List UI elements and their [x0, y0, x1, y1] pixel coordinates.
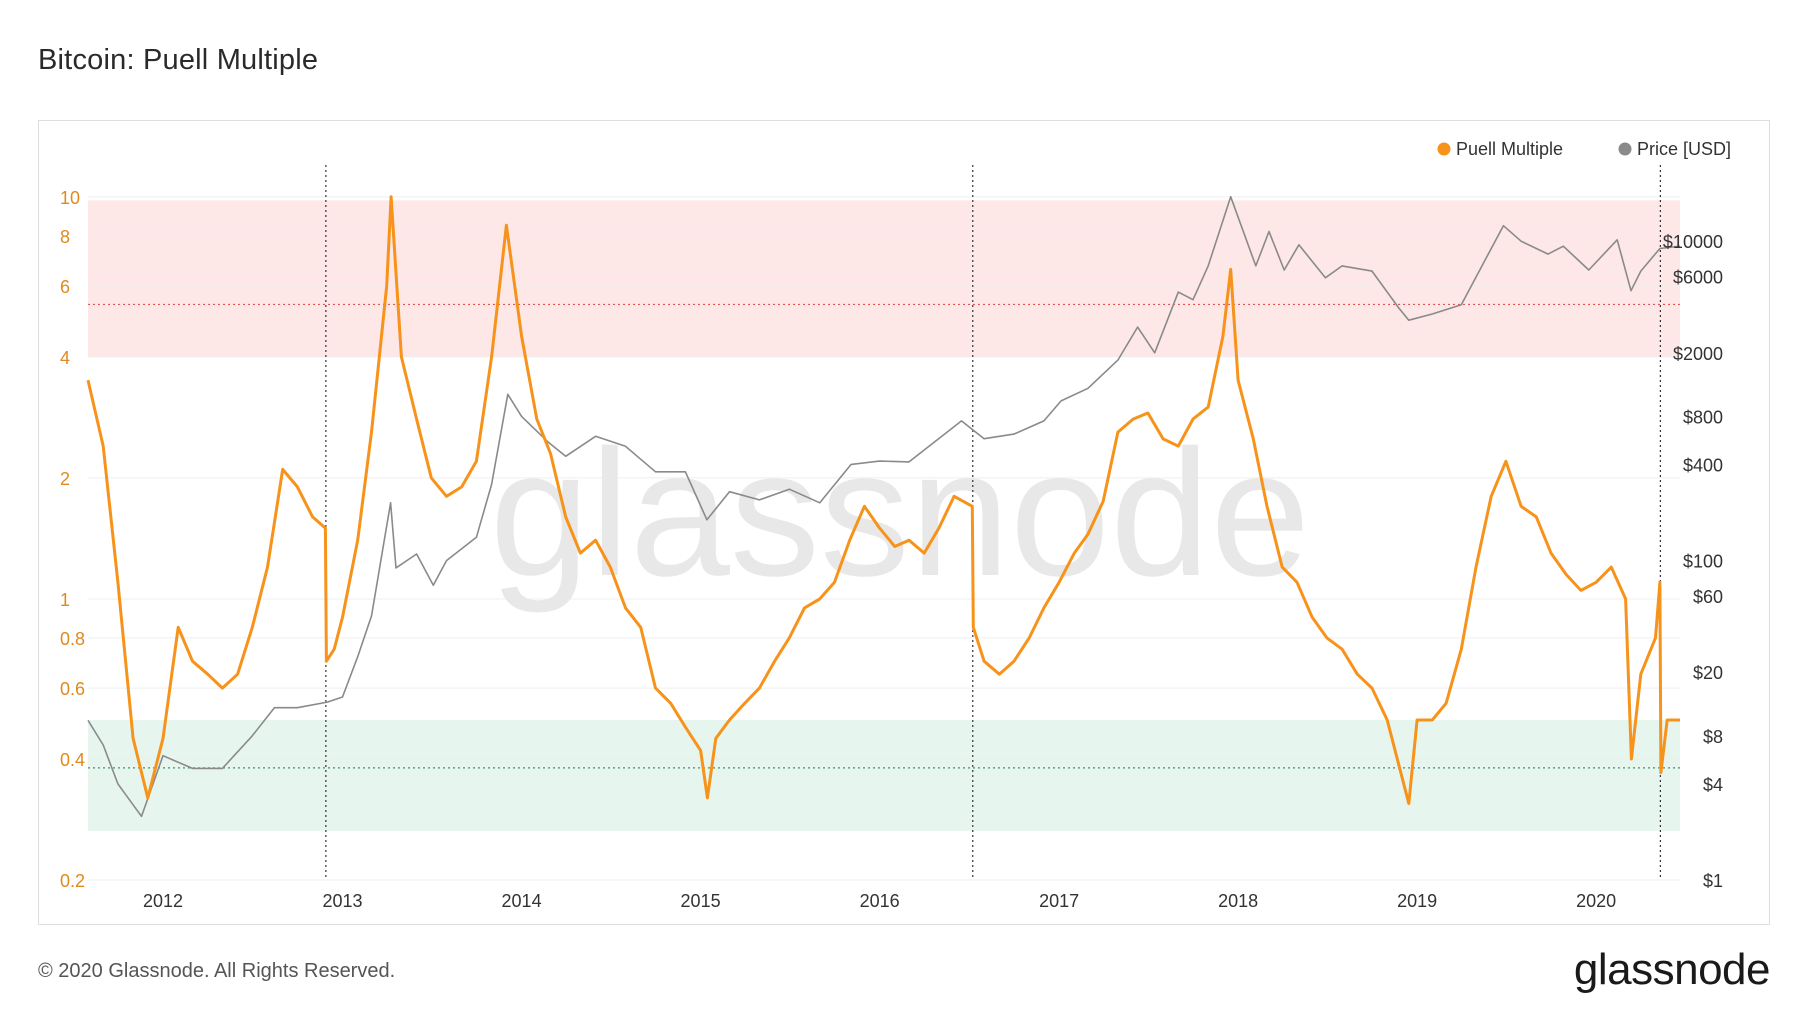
brand-logo[interactable]: glassnode — [1573, 945, 1771, 994]
y-right-tick-label: $2000 — [1673, 344, 1723, 364]
y-axis-left: 10 8 6 4 2 1 0.8 0.6 0.4 0.2 — [60, 188, 85, 891]
chart-frame — [38, 120, 1770, 925]
price-series-line — [87, 195, 1681, 818]
gridlines — [88, 196, 1680, 881]
x-tick-label: 2013 — [323, 891, 363, 911]
buy-zone-band — [88, 719, 1680, 831]
legend-label: Price [USD] — [1637, 139, 1731, 159]
x-tick-label: 2012 — [143, 891, 183, 911]
y-axis-right: $10000 $6000 $2000 $800 $400 $100 $60 $20 $8 $4 $1 — [1663, 232, 1723, 891]
y-left-tick-label: 1 — [60, 590, 70, 610]
y-left-tick-label: 6 — [60, 277, 70, 297]
x-axis: 2012 2013 2014 2015 2016 2017 2018 2019 2020 — [143, 891, 1616, 911]
y-right-tick-label: $400 — [1683, 455, 1723, 475]
y-right-tick-label: $1 — [1703, 871, 1723, 891]
legend-label: Puell Multiple — [1456, 139, 1563, 159]
y-right-tick-label: $800 — [1683, 407, 1723, 427]
legend-marker — [1618, 142, 1632, 156]
y-right-tick-label: $8 — [1703, 727, 1723, 747]
y-right-tick-label: $4 — [1703, 775, 1723, 795]
sell-zone-band — [88, 200, 1680, 357]
y-right-tick-label: $100 — [1683, 552, 1723, 572]
x-tick-label: 2017 — [1039, 891, 1079, 911]
y-left-tick-label: 4 — [60, 348, 70, 368]
y-left-tick-label: 0.8 — [60, 629, 85, 649]
y-left-tick-label: 2 — [60, 469, 70, 489]
legend: Puell Multiple Price [USD] — [1437, 139, 1731, 159]
x-tick-label: 2020 — [1576, 891, 1616, 911]
y-right-tick-label: $10000 — [1663, 232, 1723, 252]
legend-marker — [1437, 142, 1451, 156]
y-left-tick-label: 10 — [60, 188, 80, 208]
y-right-tick-label: $6000 — [1673, 268, 1723, 288]
y-right-tick-label: $60 — [1693, 587, 1723, 607]
x-tick-label: 2016 — [860, 891, 900, 911]
page-title: Bitcoin: Puell Multiple — [38, 44, 319, 76]
y-left-tick-label: 8 — [60, 227, 70, 247]
series-lines — [86, 195, 1681, 818]
y-left-tick-label: 0.2 — [60, 871, 85, 891]
y-left-tick-label: 0.4 — [60, 750, 85, 770]
puell-multiple-series-line — [86, 195, 1680, 805]
y-right-tick-label: $20 — [1693, 663, 1723, 683]
copyright-text: © 2020 Glassnode. All Rights Reserved. — [38, 960, 396, 982]
x-tick-label: 2019 — [1397, 891, 1437, 911]
x-tick-label: 2014 — [502, 891, 542, 911]
x-tick-label: 2015 — [681, 891, 721, 911]
y-left-tick-label: 0.6 — [60, 679, 85, 699]
zone-bands — [88, 200, 1680, 831]
watermark: glassnode — [490, 413, 1311, 614]
x-tick-label: 2018 — [1218, 891, 1258, 911]
